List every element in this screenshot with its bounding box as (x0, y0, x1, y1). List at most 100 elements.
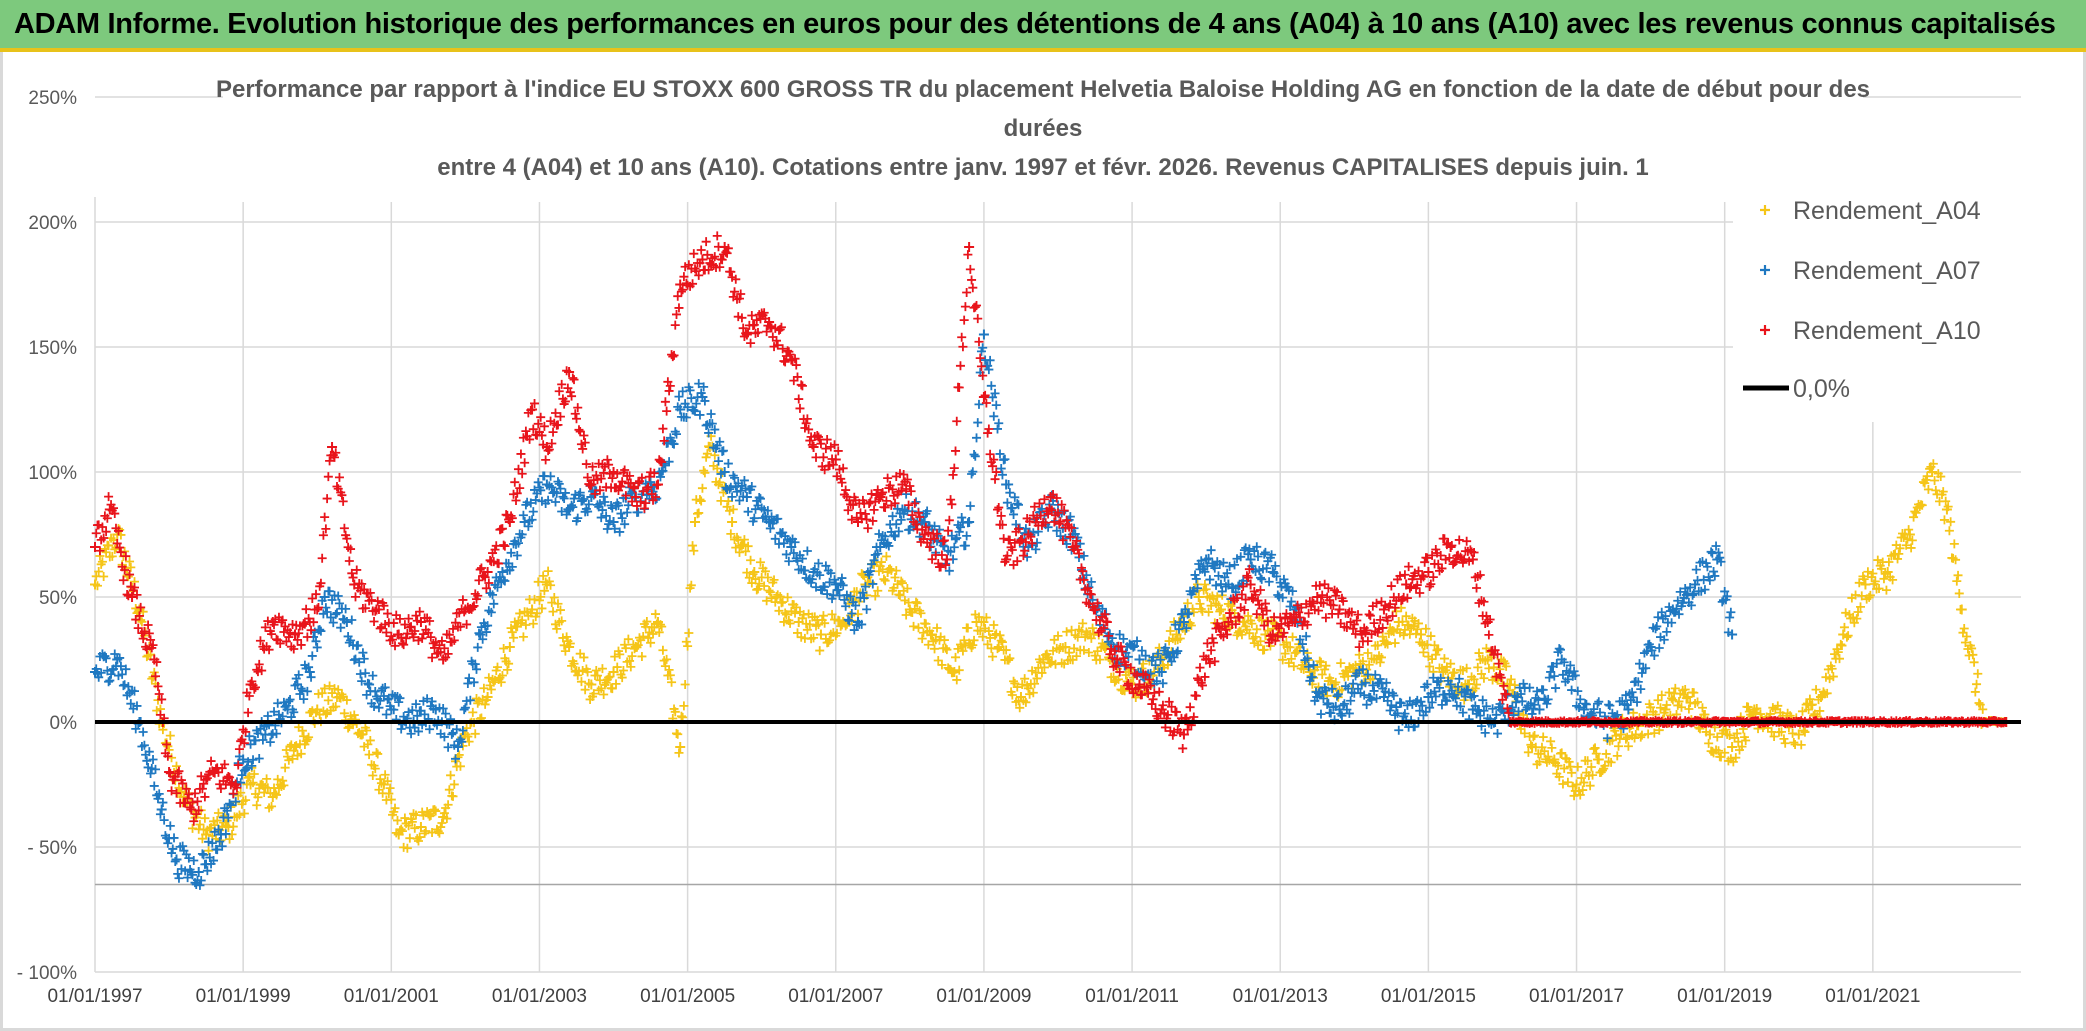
rendement-a10-point (499, 540, 509, 550)
rendement-a07-point (749, 513, 759, 523)
rendement-a04-point (431, 806, 441, 816)
rendement-a04-point (321, 709, 331, 719)
rendement-a07-point (1123, 652, 1133, 662)
rendement-a04-point (1682, 692, 1693, 702)
rendement-a04-point (1576, 773, 1586, 783)
rendement-a04-point (569, 659, 579, 669)
rendement-a10-point (583, 472, 593, 482)
rendement-a07-point (1674, 609, 1684, 619)
rendement-a04-point (741, 546, 751, 556)
rendement-a04-point (841, 621, 851, 631)
rendement-a04-point (995, 630, 1005, 640)
rendement-a04-point (536, 592, 546, 602)
rendement-a07-point (278, 711, 288, 721)
rendement-a07-point (1538, 685, 1548, 695)
rendement-a07-point (1416, 697, 1426, 707)
rendement-a07-point (492, 582, 502, 592)
rendement-a07-point (1297, 639, 1307, 649)
rendement-a10-point (1079, 575, 1089, 585)
rendement-a07-point (562, 510, 572, 520)
rendement-a10-point (949, 463, 959, 473)
rendement-a07-point (1554, 644, 1564, 654)
rendement-a07-point (695, 410, 705, 420)
rendement-a04-point (212, 816, 222, 826)
rendement-a07-point (195, 880, 205, 890)
rendement-a04-point (823, 637, 833, 647)
rendement-a10-point (427, 653, 437, 663)
rendement-a07-point (599, 492, 609, 502)
rendement-a04-point (1800, 727, 1810, 737)
rendement-a10-point (696, 245, 706, 255)
rendement-a10-point (325, 456, 335, 466)
rendement-a07-point (1321, 686, 1331, 696)
rendement-a04-point (1484, 663, 1494, 673)
rendement-a07-point (944, 566, 954, 576)
rendement-a10-point (438, 654, 449, 665)
rendement-a10-point (468, 602, 478, 612)
rendement-a07-point (1012, 499, 1022, 509)
rendement-a10-point (564, 367, 575, 377)
rendement-a04-point (1676, 702, 1686, 712)
rendement-a07-point (225, 799, 235, 809)
rendement-a10-point (808, 442, 819, 452)
rendement-a07-point (986, 381, 996, 391)
rendement-a07-point (689, 405, 699, 415)
rendement-a04-point (996, 636, 1006, 646)
rendement-a04-point (1931, 485, 1941, 495)
rendement-a10-point (797, 381, 807, 391)
rendement-a07-point (1551, 683, 1561, 693)
rendement-a10-point (200, 792, 210, 802)
rendement-a04-point (1354, 650, 1364, 660)
rendement-a07-point (1270, 561, 1280, 571)
rendement-a04-point (241, 795, 251, 805)
rendement-a07-point (254, 753, 264, 763)
rendement-a10-point (612, 469, 622, 479)
rendement-a04-point (1289, 661, 1299, 671)
rendement-a04-point (1547, 743, 1557, 753)
rendement-a07-point (1491, 710, 1501, 720)
rendement-a04-point (1038, 654, 1049, 665)
rendement-a04-point (891, 566, 901, 576)
rendement-a04-point (1585, 781, 1595, 791)
rendement-a07-point (383, 695, 393, 705)
grid-layer (94, 96, 2021, 973)
rendement-a07-point (543, 495, 553, 505)
x-tick-label: 01/01/2013 (1233, 986, 1328, 1007)
rendement-a04-point (1907, 535, 1917, 545)
rendement-a07-point (781, 549, 791, 559)
rendement-a04-point (781, 610, 791, 620)
rendement-a10-point (104, 492, 114, 502)
rendement-a10-point (957, 332, 967, 342)
rendement-a07-point (1260, 547, 1270, 557)
rendement-a04-point (1951, 555, 1961, 565)
rendement-a10-point (178, 778, 188, 788)
rendement-a10-point (300, 619, 310, 629)
rendement-a07-point (1425, 703, 1435, 713)
rendement-a07-point (523, 521, 533, 531)
rendement-a10-point (628, 482, 638, 492)
rendement-a07-point (1594, 697, 1604, 707)
rendement-a04-point (1655, 703, 1665, 713)
rendement-a10-point (547, 439, 557, 449)
rendement-a07-point (747, 481, 757, 491)
rendement-a10-point (101, 527, 111, 537)
rendement-a04-point (1697, 703, 1707, 713)
rendement-a10-point (869, 505, 879, 515)
rendement-a07-point (1709, 567, 1719, 577)
rendement-a07-point (178, 841, 188, 851)
legend-label: 0,0% (1793, 375, 1850, 403)
rendement-a04-point (1530, 731, 1540, 741)
rendement-a07-point (1137, 646, 1147, 656)
rendement-a04-point (101, 547, 111, 557)
rendement-a07-point (1273, 590, 1283, 600)
rendement-a10-point (533, 419, 543, 429)
rendement-a10-point (974, 337, 984, 347)
rendement-a10-point (620, 465, 630, 475)
rendement-a07-point (517, 529, 527, 539)
rendement-a10-point (369, 617, 379, 627)
rendement-a07-point (1005, 488, 1015, 498)
rendement-a10-point (484, 578, 494, 588)
rendement-a07-point (858, 588, 868, 598)
rendement-a04-point (615, 649, 625, 659)
rendement-a10-point (837, 478, 847, 488)
